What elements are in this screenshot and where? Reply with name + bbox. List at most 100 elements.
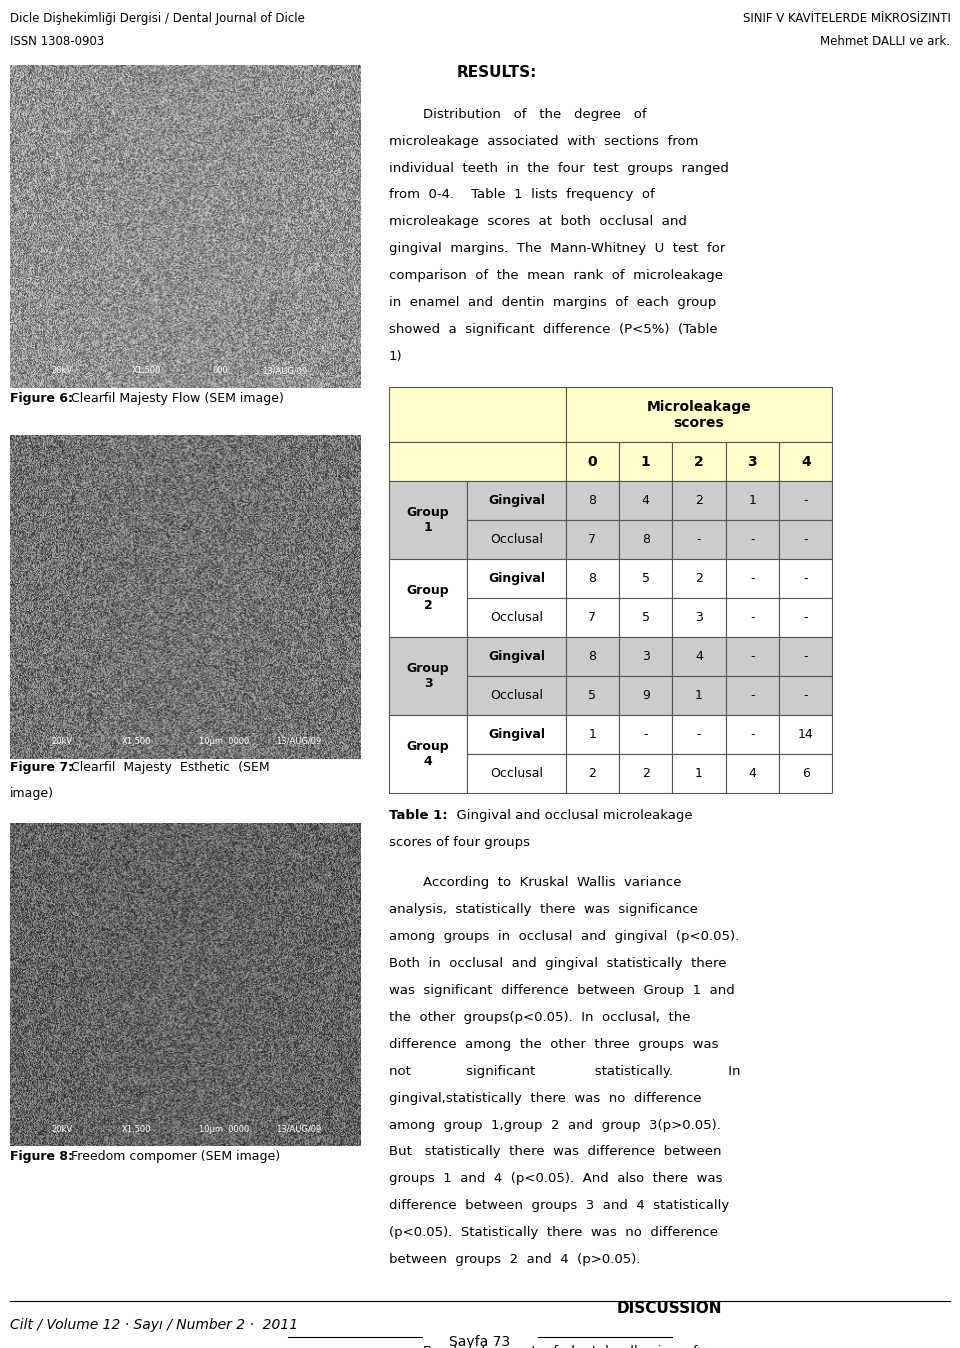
Text: 13/AUG/09: 13/AUG/09 bbox=[276, 1124, 322, 1134]
Text: from  0-4.    Table  1  lists  frequency  of: from 0-4. Table 1 lists frequency of bbox=[389, 189, 655, 201]
Text: 8: 8 bbox=[641, 532, 650, 546]
Text: -: - bbox=[804, 572, 808, 585]
Bar bbox=[468, 481, 565, 520]
Text: Gingival: Gingival bbox=[488, 495, 545, 507]
Text: gingival  margins.  The  Mann-Whitney  U  test  for: gingival margins. The Mann-Whitney U tes… bbox=[389, 243, 725, 255]
Bar bbox=[780, 754, 832, 793]
Text: Freedom compomer (SEM image): Freedom compomer (SEM image) bbox=[67, 1150, 280, 1163]
Bar bbox=[780, 714, 832, 754]
Text: -: - bbox=[804, 689, 808, 702]
Bar bbox=[565, 481, 619, 520]
Text: -: - bbox=[804, 650, 808, 663]
Text: 4: 4 bbox=[749, 767, 756, 780]
Text: 5: 5 bbox=[641, 611, 650, 624]
Text: among  group  1,group  2  and  group  3(p>0.05).: among group 1,group 2 and group 3(p>0.05… bbox=[389, 1119, 721, 1131]
Text: 4: 4 bbox=[695, 650, 703, 663]
Bar bbox=[565, 714, 619, 754]
Bar bbox=[619, 714, 672, 754]
Bar bbox=[780, 442, 832, 481]
Text: difference  between  groups  3  and  4  statistically: difference between groups 3 and 4 statis… bbox=[389, 1200, 729, 1212]
Text: 3: 3 bbox=[642, 650, 650, 663]
Text: 5: 5 bbox=[588, 689, 596, 702]
Text: -: - bbox=[750, 650, 755, 663]
Bar bbox=[468, 559, 565, 599]
Bar bbox=[619, 520, 672, 559]
Bar bbox=[619, 559, 672, 599]
Text: 2: 2 bbox=[694, 454, 704, 469]
Bar bbox=[780, 677, 832, 714]
Text: -: - bbox=[750, 572, 755, 585]
Bar bbox=[468, 677, 565, 714]
Text: 5: 5 bbox=[641, 572, 650, 585]
Bar bbox=[780, 559, 832, 599]
Bar bbox=[389, 442, 565, 481]
Text: Occlusal: Occlusal bbox=[490, 532, 543, 546]
Bar bbox=[565, 442, 619, 481]
Text: Table 1:: Table 1: bbox=[389, 809, 447, 822]
Bar bbox=[672, 714, 726, 754]
Text: Gingival: Gingival bbox=[488, 728, 545, 741]
Text: 4: 4 bbox=[642, 495, 650, 507]
Text: Mehmet DALLI ve ark.: Mehmet DALLI ve ark. bbox=[821, 35, 950, 49]
Text: X1,500: X1,500 bbox=[122, 1124, 151, 1134]
Text: -: - bbox=[750, 728, 755, 741]
Text: DISCUSSION: DISCUSSION bbox=[617, 1301, 722, 1317]
Bar bbox=[726, 442, 780, 481]
Text: analysis,  statistically  there  was  significance: analysis, statistically there was signif… bbox=[389, 903, 698, 917]
Text: -: - bbox=[697, 728, 702, 741]
Text: 1: 1 bbox=[695, 689, 703, 702]
Bar bbox=[672, 442, 726, 481]
Text: (p<0.05).  Statistically  there  was  no  difference: (p<0.05). Statistically there was no dif… bbox=[389, 1227, 718, 1239]
Bar bbox=[726, 638, 780, 677]
Text: 2: 2 bbox=[695, 495, 703, 507]
Text: X1,500: X1,500 bbox=[132, 367, 161, 375]
Text: 20kV: 20kV bbox=[52, 367, 73, 375]
Bar bbox=[468, 638, 565, 677]
Text: -: - bbox=[643, 728, 648, 741]
Bar bbox=[389, 714, 468, 793]
Bar bbox=[468, 520, 565, 559]
Text: Figure 6:: Figure 6: bbox=[10, 391, 73, 404]
Text: Sayfa 73: Sayfa 73 bbox=[449, 1335, 511, 1348]
Text: -: - bbox=[697, 532, 702, 546]
Text: 1: 1 bbox=[695, 767, 703, 780]
Bar bbox=[468, 754, 565, 793]
Text: RESULTS:: RESULTS: bbox=[456, 65, 537, 80]
Bar bbox=[619, 442, 672, 481]
Text: was  significant  difference  between  Group  1  and: was significant difference between Group… bbox=[389, 984, 734, 998]
Bar bbox=[672, 559, 726, 599]
Text: ISSN 1308-0903: ISSN 1308-0903 bbox=[10, 35, 104, 49]
Text: 1: 1 bbox=[749, 495, 756, 507]
Text: Clearfil  Majesty  Esthetic  (SEM: Clearfil Majesty Esthetic (SEM bbox=[67, 762, 270, 775]
Bar bbox=[565, 599, 619, 638]
Text: Microleakage
scores: Microleakage scores bbox=[647, 399, 752, 430]
Bar bbox=[672, 638, 726, 677]
Text: groups  1  and  4  (p<0.05).  And  also  there  was: groups 1 and 4 (p<0.05). And also there … bbox=[389, 1173, 722, 1185]
Text: Group
1: Group 1 bbox=[407, 506, 449, 534]
Text: among  groups  in  occlusal  and  gingival  (p<0.05).: among groups in occlusal and gingival (p… bbox=[389, 930, 739, 944]
Text: 0: 0 bbox=[588, 454, 597, 469]
Text: 10μm  0000: 10μm 0000 bbox=[199, 737, 249, 745]
Text: 000: 000 bbox=[213, 367, 228, 375]
Bar bbox=[565, 520, 619, 559]
Bar bbox=[780, 599, 832, 638]
Text: Occlusal: Occlusal bbox=[490, 689, 543, 702]
Text: -: - bbox=[750, 532, 755, 546]
Text: Dicle Dişhekimliği Dergisi / Dental Journal of Dicle: Dicle Dişhekimliği Dergisi / Dental Jour… bbox=[10, 12, 304, 24]
Bar bbox=[565, 559, 619, 599]
Text: -: - bbox=[804, 611, 808, 624]
Text: By  development  of  dental  adhesives  for: By development of dental adhesives for bbox=[389, 1344, 711, 1348]
Text: 3: 3 bbox=[748, 454, 757, 469]
Text: showed  a  significant  difference  (P<5%)  (Table: showed a significant difference (P<5%) (… bbox=[389, 324, 717, 336]
Text: 3: 3 bbox=[695, 611, 703, 624]
Text: -: - bbox=[804, 495, 808, 507]
Text: in  enamel  and  dentin  margins  of  each  group: in enamel and dentin margins of each gro… bbox=[389, 297, 716, 309]
Text: Figure 7:: Figure 7: bbox=[10, 762, 73, 775]
Bar bbox=[726, 754, 780, 793]
Bar bbox=[780, 481, 832, 520]
Text: Group
2: Group 2 bbox=[407, 584, 449, 612]
Bar bbox=[619, 481, 672, 520]
Text: microleakage  associated  with  sections  from: microleakage associated with sections fr… bbox=[389, 135, 698, 148]
Text: 6: 6 bbox=[802, 767, 809, 780]
Text: microleakage  scores  at  both  occlusal  and: microleakage scores at both occlusal and bbox=[389, 216, 686, 228]
